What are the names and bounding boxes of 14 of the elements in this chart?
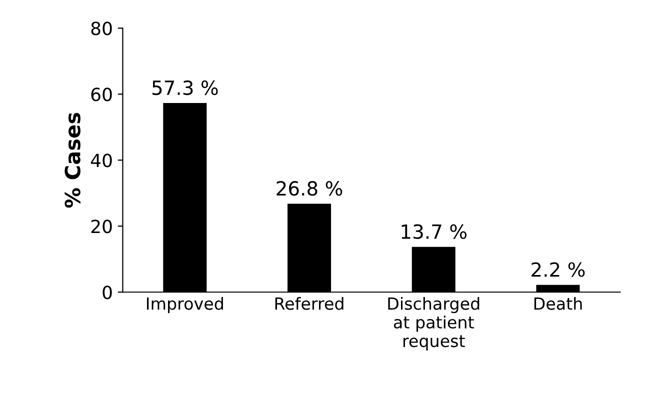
y-tick-label: 20 <box>91 220 112 234</box>
y-axis-title: % Cases <box>64 112 80 208</box>
data-label: 13.7 % <box>402 224 467 239</box>
y-tick-label: 40 <box>90 154 112 168</box>
x-tick-label: Referred <box>275 296 344 310</box>
data-label: 26.8 % <box>276 181 342 196</box>
y-tick-label: 80 <box>91 22 112 36</box>
x-tick-label: Improved <box>147 296 223 314</box>
data-label: 2.2 % <box>532 262 585 277</box>
data-label: 57.3 % <box>152 80 218 96</box>
y-tick-label: 0 <box>102 286 112 300</box>
x-tick-label: Death <box>534 296 582 310</box>
y-tick-label: 60 <box>91 88 112 102</box>
x-tick-label: Discharged at patient request <box>388 296 480 350</box>
